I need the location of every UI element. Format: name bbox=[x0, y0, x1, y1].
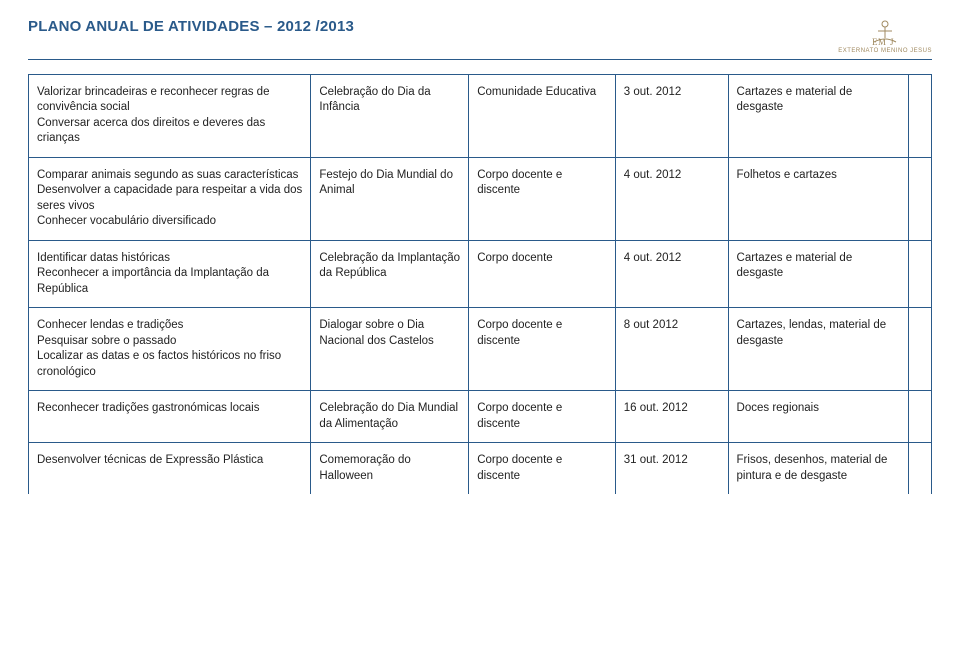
table-row: Desenvolver técnicas de Expressão Plásti… bbox=[29, 443, 931, 495]
table-row: Reconhecer tradições gastronómicas locai… bbox=[29, 391, 931, 443]
table-cell: Cartazes, lendas, material de desgaste bbox=[728, 308, 908, 391]
svg-text:J: J bbox=[890, 37, 894, 46]
table-row: Identificar datas históricasReconhecer a… bbox=[29, 240, 931, 308]
table-cell: Desenvolver técnicas de Expressão Plásti… bbox=[29, 443, 311, 495]
table-cell: Dialogar sobre o Dia Nacional dos Castel… bbox=[311, 308, 469, 391]
table-cell-empty bbox=[908, 391, 931, 443]
table-cell: Cartazes e material de desgaste bbox=[728, 75, 908, 158]
table-row: Valorizar brincadeiras e reconhecer regr… bbox=[29, 75, 931, 158]
table-cell: Doces regionais bbox=[728, 391, 908, 443]
table-cell: Folhetos e cartazes bbox=[728, 157, 908, 240]
table-cell: Conhecer lendas e tradiçõesPesquisar sob… bbox=[29, 308, 311, 391]
table-cell: 8 out 2012 bbox=[615, 308, 728, 391]
table-cell: Corpo docente bbox=[469, 240, 616, 308]
table-cell-empty bbox=[908, 157, 931, 240]
logo-text: EXTERNATO MENINO JESUS bbox=[838, 48, 932, 55]
table-cell: Celebração do Dia Mundial da Alimentação bbox=[311, 391, 469, 443]
table-cell: Frisos, desenhos, material de pintura e … bbox=[728, 443, 908, 495]
table-cell-empty bbox=[908, 240, 931, 308]
logo: E M J EXTERNATO MENINO JESUS bbox=[838, 18, 932, 55]
table-cell-empty bbox=[908, 75, 931, 158]
activities-table: Valorizar brincadeiras e reconhecer regr… bbox=[29, 75, 931, 495]
table-cell-empty bbox=[908, 443, 931, 495]
table-cell: Celebração da Implantação da República bbox=[311, 240, 469, 308]
header-rule bbox=[28, 59, 932, 60]
logo-icon: E M J bbox=[868, 18, 902, 46]
table-cell: Comunidade Educativa bbox=[469, 75, 616, 158]
table-cell: Identificar datas históricasReconhecer a… bbox=[29, 240, 311, 308]
table-cell: Corpo docente e discente bbox=[469, 308, 616, 391]
activities-table-wrapper: Valorizar brincadeiras e reconhecer regr… bbox=[28, 74, 932, 495]
table-cell: Corpo docente e discente bbox=[469, 391, 616, 443]
table-row: Comparar animais segundo as suas caracte… bbox=[29, 157, 931, 240]
table-cell: Corpo docente e discente bbox=[469, 157, 616, 240]
table-cell: 4 out. 2012 bbox=[615, 240, 728, 308]
svg-text:M: M bbox=[878, 37, 886, 46]
table-row: Conhecer lendas e tradiçõesPesquisar sob… bbox=[29, 308, 931, 391]
table-cell: 16 out. 2012 bbox=[615, 391, 728, 443]
table-cell: Corpo docente e discente bbox=[469, 443, 616, 495]
table-cell: Comemoração do Halloween bbox=[311, 443, 469, 495]
table-cell: Cartazes e material de desgaste bbox=[728, 240, 908, 308]
table-cell: Reconhecer tradições gastronómicas locai… bbox=[29, 391, 311, 443]
table-cell: 3 out. 2012 bbox=[615, 75, 728, 158]
table-cell: Celebração do Dia da Infância bbox=[311, 75, 469, 158]
table-cell-empty bbox=[908, 308, 931, 391]
table-cell: Valorizar brincadeiras e reconhecer regr… bbox=[29, 75, 311, 158]
table-cell: Festejo do Dia Mundial do Animal bbox=[311, 157, 469, 240]
table-cell: Comparar animais segundo as suas caracte… bbox=[29, 157, 311, 240]
page-title: PLANO ANUAL DE ATIVIDADES – 2012 /2013 bbox=[28, 18, 354, 35]
page-header: PLANO ANUAL DE ATIVIDADES – 2012 /2013 E… bbox=[28, 18, 932, 55]
table-cell: 4 out. 2012 bbox=[615, 157, 728, 240]
table-cell: 31 out. 2012 bbox=[615, 443, 728, 495]
